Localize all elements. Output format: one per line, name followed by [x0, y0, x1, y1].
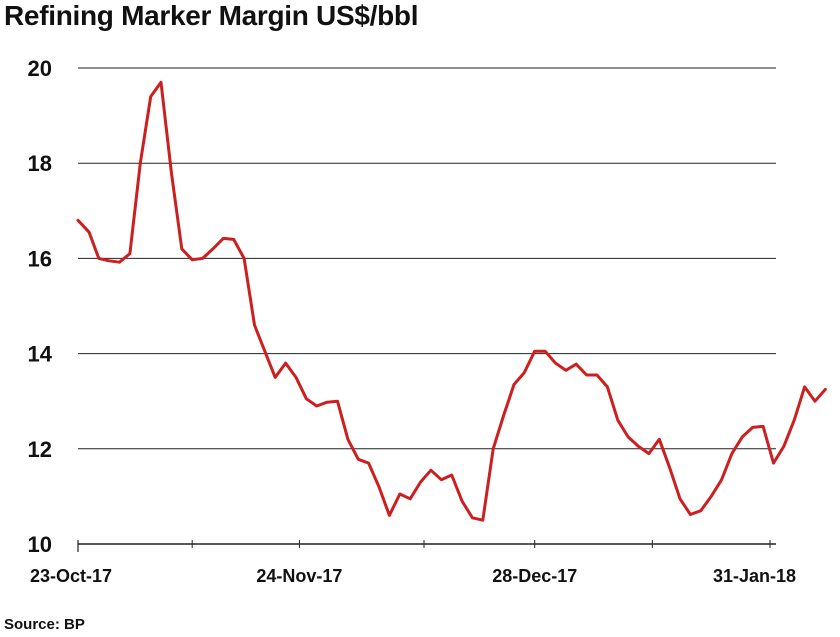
y-tick-label-14: 14 — [28, 342, 53, 367]
y-tick-label-20: 20 — [28, 56, 52, 81]
y-tick-label-12: 12 — [28, 437, 52, 462]
grid-lines — [78, 67, 776, 450]
x-axis: 23-Oct-17 24-Nov-17 28-Dec-17 31-Jan-18 — [30, 540, 796, 586]
x-tick-label-0: 23-Oct-17 — [30, 566, 112, 586]
y-tick-label-18: 18 — [28, 151, 52, 176]
x-tick-label-3: 31-Jan-18 — [713, 566, 796, 586]
chart-title: Refining Marker Margin US$/bbl — [4, 0, 419, 31]
x-tick-label-1: 24-Nov-17 — [256, 566, 342, 586]
y-tick-label-10: 10 — [28, 532, 52, 557]
chart-source: Source: BP — [4, 616, 85, 633]
x-tick-label-2: 28-Dec-17 — [492, 566, 577, 586]
series-group — [76, 80, 827, 522]
y-axis: 10 12 14 16 18 20 — [28, 56, 79, 557]
y-tick-label-16: 16 — [28, 246, 52, 271]
series-line-0 — [76, 80, 827, 522]
